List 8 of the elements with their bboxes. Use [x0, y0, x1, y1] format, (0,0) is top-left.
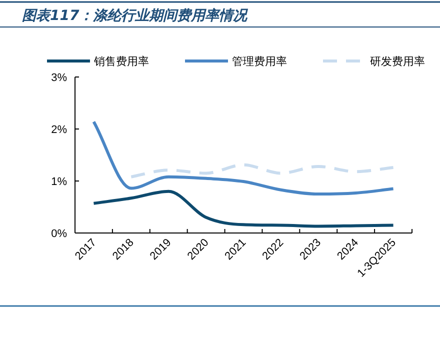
legend-label: 研发费用率 [370, 55, 425, 68]
y-tick-label: 2% [51, 124, 68, 136]
y-tick-label: 3% [51, 72, 68, 84]
chart-title: 图表117：涤纶行业期间费用率情况 [22, 7, 250, 24]
legend-label: 管理费用率 [232, 55, 287, 68]
legend-label: 销售费用率 [93, 55, 149, 68]
y-tick-label: 0% [51, 228, 68, 240]
y-tick-label: 1% [51, 176, 68, 188]
